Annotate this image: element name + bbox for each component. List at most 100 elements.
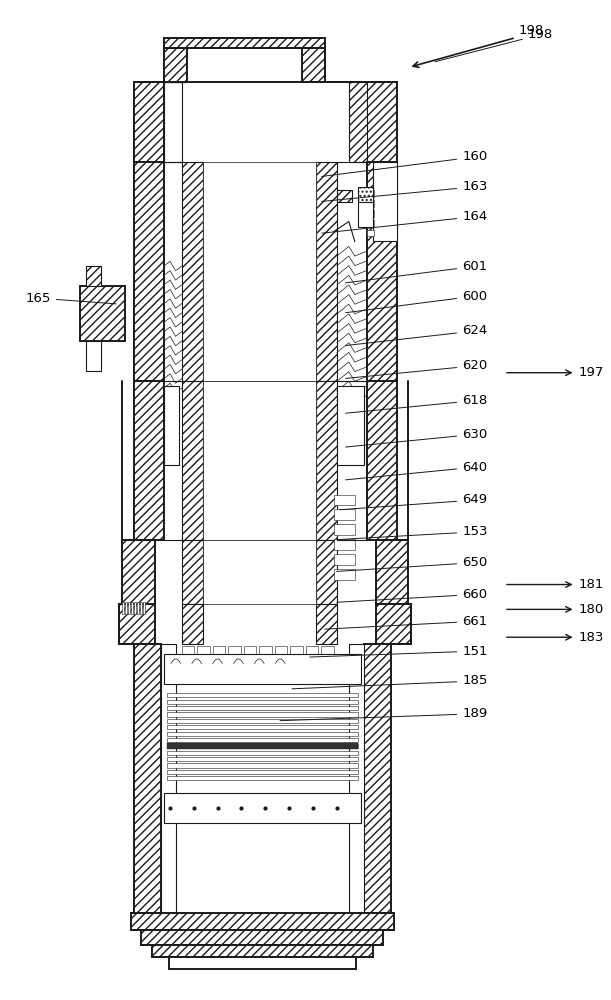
Text: 600: 600 bbox=[346, 290, 488, 313]
Bar bbox=[213, 646, 225, 656]
Bar bbox=[203, 162, 316, 381]
Bar bbox=[167, 719, 358, 723]
Bar bbox=[203, 540, 316, 604]
Bar bbox=[86, 341, 101, 371]
Text: 185: 185 bbox=[292, 674, 488, 689]
Bar bbox=[290, 646, 303, 656]
Bar bbox=[316, 604, 337, 644]
Bar bbox=[167, 770, 358, 774]
Bar bbox=[134, 602, 136, 614]
Bar bbox=[167, 776, 358, 780]
Bar bbox=[367, 230, 374, 236]
Text: 151: 151 bbox=[310, 645, 488, 658]
Bar bbox=[167, 700, 358, 704]
Bar bbox=[164, 654, 360, 684]
Bar bbox=[275, 646, 287, 656]
Text: 189: 189 bbox=[280, 707, 488, 721]
Bar bbox=[203, 381, 316, 540]
Bar bbox=[167, 743, 358, 749]
Bar bbox=[131, 602, 133, 614]
Bar bbox=[167, 693, 358, 697]
Text: 661: 661 bbox=[325, 615, 488, 629]
Bar bbox=[164, 38, 325, 48]
Bar bbox=[244, 646, 256, 656]
Bar bbox=[373, 162, 397, 241]
Bar bbox=[316, 381, 337, 540]
Bar bbox=[164, 48, 325, 82]
Bar bbox=[122, 602, 125, 614]
Text: 198: 198 bbox=[519, 24, 544, 37]
Bar bbox=[167, 763, 358, 768]
Bar bbox=[334, 539, 355, 550]
Text: 160: 160 bbox=[322, 150, 488, 176]
Text: 660: 660 bbox=[337, 588, 488, 602]
Bar bbox=[140, 602, 142, 614]
Text: 624: 624 bbox=[346, 324, 488, 346]
Bar bbox=[143, 602, 145, 614]
Bar bbox=[367, 220, 374, 227]
Bar bbox=[334, 554, 355, 565]
Bar bbox=[302, 48, 325, 82]
Bar bbox=[364, 644, 390, 913]
Bar bbox=[134, 381, 164, 540]
Bar bbox=[164, 82, 181, 162]
Bar bbox=[86, 266, 101, 286]
Bar bbox=[367, 381, 397, 540]
Text: 630: 630 bbox=[346, 428, 488, 447]
Bar bbox=[167, 744, 358, 748]
Bar bbox=[141, 930, 384, 945]
Bar bbox=[134, 162, 164, 381]
Bar bbox=[334, 524, 355, 535]
Bar bbox=[167, 712, 358, 717]
Bar bbox=[367, 200, 374, 207]
Text: 649: 649 bbox=[340, 493, 488, 510]
Bar bbox=[80, 286, 125, 341]
Bar bbox=[197, 646, 210, 656]
Bar bbox=[349, 82, 367, 162]
Text: 198: 198 bbox=[435, 28, 553, 62]
Bar bbox=[122, 540, 155, 604]
Bar bbox=[164, 386, 179, 465]
Bar bbox=[229, 646, 241, 656]
Bar bbox=[367, 162, 397, 381]
Bar bbox=[367, 82, 397, 162]
Bar bbox=[128, 602, 131, 614]
Bar bbox=[152, 945, 373, 957]
Text: 640: 640 bbox=[346, 461, 488, 480]
Text: 180: 180 bbox=[579, 603, 604, 616]
Bar bbox=[167, 738, 358, 742]
Bar bbox=[134, 82, 164, 162]
Text: 197: 197 bbox=[579, 366, 604, 379]
Bar bbox=[349, 644, 364, 913]
Bar bbox=[334, 495, 355, 505]
Bar bbox=[376, 604, 411, 644]
Text: 618: 618 bbox=[346, 394, 488, 413]
Text: 181: 181 bbox=[579, 578, 604, 591]
Bar bbox=[125, 602, 128, 614]
Bar bbox=[337, 386, 364, 465]
Bar bbox=[169, 957, 356, 969]
Bar bbox=[119, 604, 155, 644]
Bar bbox=[259, 646, 272, 656]
Bar bbox=[321, 646, 334, 656]
Bar bbox=[167, 732, 358, 736]
Text: 183: 183 bbox=[579, 631, 604, 644]
Text: 164: 164 bbox=[322, 210, 488, 233]
Bar bbox=[358, 202, 373, 227]
Bar bbox=[316, 162, 337, 381]
Text: 620: 620 bbox=[346, 359, 488, 378]
Bar bbox=[337, 190, 352, 202]
Bar bbox=[137, 602, 139, 614]
Bar bbox=[164, 793, 360, 823]
Bar bbox=[181, 604, 203, 644]
Bar bbox=[161, 644, 176, 913]
Text: 601: 601 bbox=[346, 260, 488, 283]
Bar bbox=[316, 540, 337, 604]
Bar bbox=[181, 646, 194, 656]
Text: 650: 650 bbox=[337, 556, 488, 571]
Text: 163: 163 bbox=[322, 180, 488, 201]
Text: 153: 153 bbox=[337, 525, 488, 540]
Bar bbox=[334, 509, 355, 520]
Bar bbox=[367, 190, 374, 197]
Bar bbox=[367, 210, 374, 217]
